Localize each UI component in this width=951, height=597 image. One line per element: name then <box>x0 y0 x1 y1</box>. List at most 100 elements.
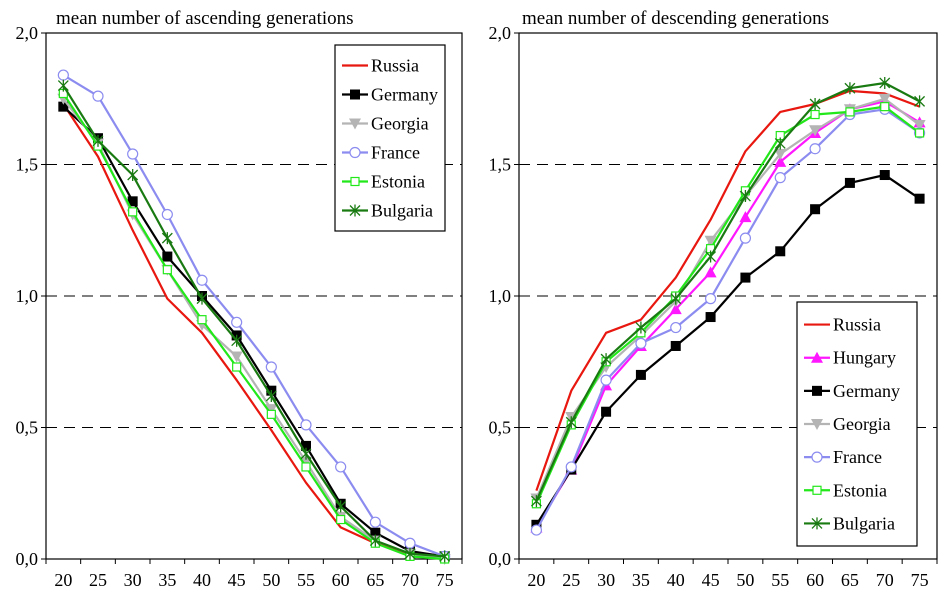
data-point-bulgaria <box>231 334 243 347</box>
series-line-bulgaria <box>535 81 921 502</box>
data-point-estonia <box>336 514 346 525</box>
data-point-bulgaria <box>439 550 451 563</box>
y-tick-label: 1,5 <box>489 155 512 175</box>
data-point-france <box>161 208 173 221</box>
data-point-estonia <box>232 362 242 372</box>
data-point-germany <box>914 193 925 204</box>
legend-label-estonia: Estonia <box>371 172 425 192</box>
series-line-estonia <box>535 105 921 505</box>
legend-marker-bulgaria <box>349 204 361 217</box>
x-tick-label: 60 <box>806 570 824 590</box>
x-tick-label: 20 <box>527 570 545 590</box>
data-point-bulgaria <box>635 321 647 334</box>
x-tick-label: 45 <box>702 570 720 590</box>
data-point-germany <box>740 272 751 283</box>
data-point-bulgaria <box>404 547 416 560</box>
data-point-georgia <box>230 351 243 363</box>
x-tick-label: 55 <box>771 570 789 590</box>
data-point-germany <box>370 527 381 538</box>
legend-label-russia: Russia <box>833 315 881 335</box>
legend-label-germany: Germany <box>371 85 438 105</box>
data-point-france <box>127 148 139 160</box>
legend-marker-estonia <box>812 485 822 495</box>
x-tick-label: 40 <box>667 570 685 590</box>
data-point-france <box>369 516 381 528</box>
data-point-bulgaria <box>774 137 786 150</box>
x-tick-label: 65 <box>366 570 384 590</box>
data-point-france <box>530 524 543 536</box>
data-point-germany <box>844 177 855 188</box>
legend-label-france: France <box>371 143 420 163</box>
data-point-georgia <box>265 404 278 416</box>
x-tick-label: 20 <box>54 570 72 590</box>
data-point-germany <box>670 340 681 351</box>
legend-marker-hungary <box>811 351 823 363</box>
data-point-bulgaria <box>92 134 104 147</box>
legend-label-georgia: Georgia <box>833 414 891 434</box>
data-point-france <box>739 232 752 244</box>
legend-label-russia: Russia <box>371 56 419 76</box>
x-tick-label: 70 <box>401 570 419 590</box>
legend-label-georgia: Georgia <box>371 114 429 134</box>
data-point-france <box>565 461 577 473</box>
data-point-hungary <box>774 155 787 167</box>
data-point-bulgaria <box>844 82 856 95</box>
legend-label-bulgaria: Bulgaria <box>833 513 895 533</box>
data-point-bulgaria <box>670 292 682 305</box>
legend-marker-germany <box>812 385 822 396</box>
data-point-georgia <box>913 120 926 132</box>
data-point-bulgaria <box>705 250 717 263</box>
series-line-germany <box>535 173 921 526</box>
data-point-germany <box>879 170 890 181</box>
x-tick-label: 70 <box>876 570 894 590</box>
data-point-france <box>92 90 104 102</box>
data-point-hungary <box>739 211 752 223</box>
data-point-hungary <box>704 266 717 278</box>
data-point-france <box>635 337 647 349</box>
x-tick-label: 35 <box>158 570 176 590</box>
y-tick-label: 0,0 <box>489 549 512 569</box>
series-line-france <box>62 74 446 558</box>
data-point-germany <box>601 406 612 417</box>
data-point-estonia <box>845 107 855 117</box>
data-point-germany <box>705 312 716 323</box>
x-tick-label: 65 <box>841 570 859 590</box>
series-line-russia <box>535 89 920 491</box>
y-tick-label: 2,0 <box>16 23 39 43</box>
y-tick-label: 2,0 <box>489 23 512 43</box>
x-tick-label: 25 <box>89 570 107 590</box>
legend-marker-georgia <box>349 118 361 130</box>
chart-title: mean number of ascending generations <box>56 8 354 29</box>
data-point-france <box>704 293 717 305</box>
data-point-estonia <box>880 102 890 112</box>
x-tick-label: 30 <box>124 570 142 590</box>
x-tick-label: 40 <box>193 570 211 590</box>
data-point-france <box>809 143 821 155</box>
data-point-bulgaria <box>809 98 821 111</box>
data-point-bulgaria <box>300 447 312 460</box>
data-point-france <box>335 461 347 473</box>
data-point-georgia <box>809 125 822 137</box>
data-point-bulgaria <box>600 353 612 366</box>
data-point-estonia <box>197 315 207 325</box>
data-point-france <box>57 69 69 81</box>
legend-marker-bulgaria <box>811 517 823 530</box>
data-point-france <box>600 374 612 386</box>
data-point-france <box>265 361 277 373</box>
legend-box <box>334 44 446 232</box>
data-point-bulgaria <box>57 79 69 92</box>
data-point-estonia <box>914 128 925 138</box>
data-point-bulgaria <box>879 76 891 89</box>
x-tick-label: 45 <box>228 570 246 590</box>
x-tick-label: 75 <box>911 570 929 590</box>
data-point-estonia <box>266 409 276 419</box>
data-point-france <box>231 316 243 328</box>
y-tick-label: 0,5 <box>489 418 512 438</box>
data-point-france <box>670 321 682 334</box>
data-point-germany <box>635 369 646 380</box>
x-tick-label: 25 <box>562 570 580 590</box>
legend-marker-estonia <box>350 176 360 187</box>
data-point-france <box>300 419 312 431</box>
data-point-bulgaria <box>369 534 381 547</box>
